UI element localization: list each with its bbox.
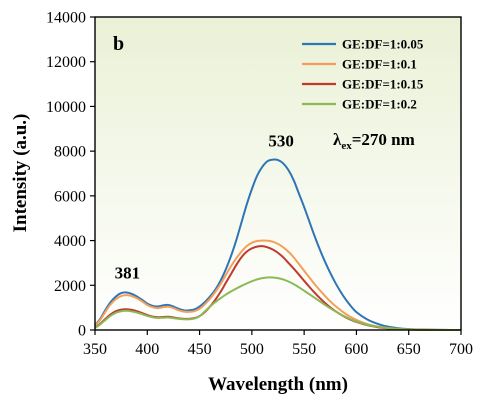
- series-line-2: [94, 239, 462, 331]
- y-tick-label: 14000: [46, 10, 86, 27]
- y-tick-label: 8000: [54, 144, 86, 161]
- x-axis-ticks: 350 400 450 500 550 600 650 700: [83, 330, 473, 358]
- x-tick-label: 400: [135, 341, 159, 358]
- y-tick-label: 10000: [46, 99, 86, 116]
- x-tick-label: 650: [397, 341, 421, 358]
- x-tick-label: 550: [292, 341, 316, 358]
- x-tick-label: 450: [188, 341, 212, 358]
- panel-label: b: [113, 33, 124, 55]
- y-tick-label: 0: [78, 323, 86, 340]
- peak-label-1: 381: [115, 264, 141, 283]
- y-axis-ticks: 0 2000 4000 6000 8000 10000 12000 14000: [46, 10, 95, 340]
- excitation-label: λex=270 nm: [333, 130, 415, 152]
- legend-label-4: GE:DF=1:0.2: [342, 97, 417, 112]
- series-line-4: [94, 276, 462, 331]
- legend-label-3: GE:DF=1:0.15: [342, 77, 424, 92]
- x-tick-label: 600: [344, 341, 368, 358]
- y-tick-label: 6000: [54, 188, 86, 205]
- x-tick-label: 500: [240, 341, 264, 358]
- x-tick-label: 350: [83, 341, 107, 358]
- y-tick-label: 2000: [54, 278, 86, 295]
- series-layer: [94, 158, 462, 331]
- legend-label-2: GE:DF=1:0.1: [342, 57, 417, 72]
- legend: GE:DF=1:0.05 GE:DF=1:0.1 GE:DF=1:0.15 GE:DF…: [302, 37, 424, 112]
- peak-label-2: 530: [268, 132, 294, 151]
- x-tick-label: 700: [449, 341, 473, 358]
- excitation-lambda: λ: [333, 130, 342, 149]
- y-tick-label: 12000: [46, 54, 86, 71]
- plot-frame: [94, 16, 462, 331]
- peak-annotations: 381 530: [115, 132, 294, 283]
- excitation-value: =270 nm: [352, 130, 415, 149]
- series-line-1: [94, 158, 462, 331]
- legend-label-1: GE:DF=1:0.05: [342, 37, 424, 52]
- y-tick-label: 4000: [54, 233, 86, 250]
- y-axis-title: Intensity (a.u.): [10, 114, 31, 233]
- excitation-subscript: ex: [341, 140, 352, 152]
- x-axis-title: Wavelength (nm): [208, 374, 348, 395]
